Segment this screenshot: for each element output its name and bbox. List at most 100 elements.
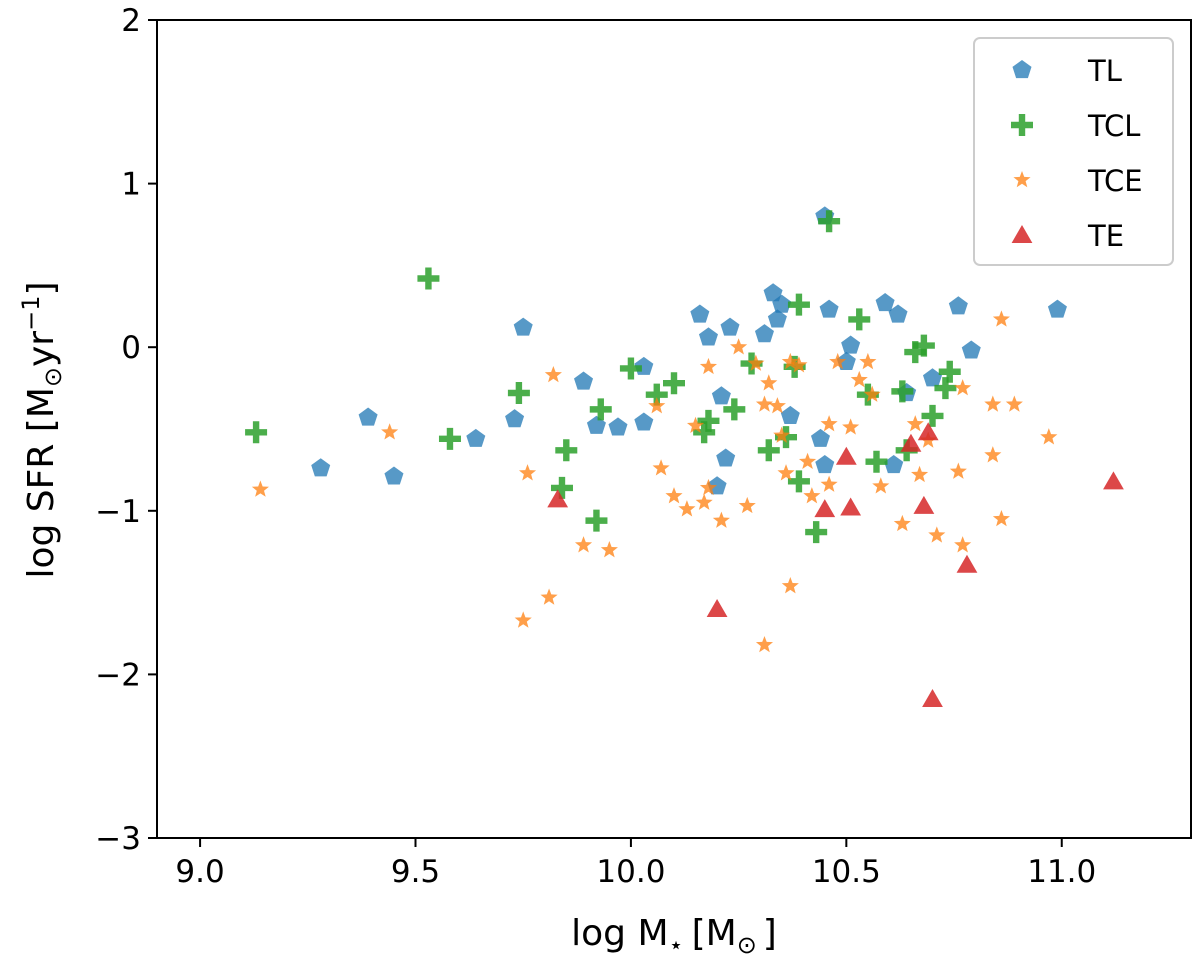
plot-marks	[245, 206, 1124, 707]
legend-marker-tcl	[1010, 114, 1033, 136]
y-tick-label: −1	[95, 494, 141, 530]
data-point-tcl	[697, 409, 720, 432]
data-point-tl	[841, 335, 861, 354]
data-point-te	[922, 688, 943, 707]
data-point-tce	[820, 475, 838, 492]
data-point-tcl	[550, 476, 573, 499]
data-point-tce	[954, 536, 972, 553]
data-point-tl	[875, 293, 895, 312]
data-point-tl	[1047, 299, 1067, 318]
data-point-tcl	[934, 377, 957, 400]
legend-label-tce: TCE	[1087, 164, 1143, 198]
x-tick-label: 9.5	[391, 854, 440, 890]
x-tick-label: 10.5	[812, 854, 881, 890]
data-point-tcl	[921, 404, 944, 427]
legend-marker-tl	[1012, 60, 1032, 79]
data-point-tce	[773, 426, 791, 443]
data-point-tcl	[663, 372, 685, 395]
data-point-tce	[954, 379, 972, 396]
series-tce	[251, 310, 1058, 653]
data-point-tcl	[805, 521, 828, 544]
data-point-tl	[961, 340, 981, 359]
data-point-tce	[992, 509, 1010, 527]
data-point-tl	[888, 304, 908, 323]
data-point-tce	[699, 357, 718, 375]
data-point-tcl	[417, 267, 440, 290]
y-axis-label-prefix: log SFR [M	[21, 387, 62, 578]
data-point-tce	[755, 635, 774, 653]
data-point-tcl	[619, 357, 642, 380]
data-point-tce	[1005, 395, 1023, 412]
y-tick-label: 1	[121, 167, 141, 203]
data-point-tcl	[818, 210, 841, 233]
data-point-tcl	[848, 308, 871, 331]
data-point-tcl	[912, 334, 935, 357]
x-axis-label-unit-close: ]	[763, 913, 777, 954]
data-point-tcl	[787, 293, 810, 316]
x-tick-label: 9.0	[175, 854, 224, 890]
data-point-tce	[755, 395, 774, 412]
data-point-tce	[872, 477, 890, 494]
data-point-tcl	[589, 398, 612, 421]
data-point-tce	[251, 480, 269, 497]
data-point-te	[814, 499, 836, 518]
data-point-tce	[992, 310, 1010, 327]
data-point-tl	[780, 405, 800, 424]
data-point-tcl	[904, 341, 927, 364]
data-point-tl	[634, 412, 654, 431]
data-point-tl	[707, 476, 727, 495]
data-point-tce	[911, 465, 929, 483]
data-point-tl	[466, 428, 486, 447]
data-point-tcl	[723, 398, 746, 421]
data-point-tce	[678, 500, 696, 517]
series-tl	[311, 206, 1067, 495]
data-point-tce	[600, 541, 618, 558]
data-point-tce	[859, 352, 877, 370]
x-tick-label: 11.0	[1027, 854, 1096, 890]
data-point-tce	[893, 514, 911, 532]
data-point-tce	[730, 338, 748, 355]
legend: TL TCL TCE TE	[973, 37, 1174, 266]
data-point-tce	[906, 415, 924, 432]
data-point-tce	[514, 611, 532, 628]
data-point-tce	[803, 487, 821, 504]
data-point-tce	[540, 588, 558, 605]
y-axis-label-sup: −1	[17, 295, 45, 330]
data-point-tl	[311, 458, 331, 477]
data-point-tl	[815, 454, 835, 474]
data-point-tl	[608, 417, 628, 436]
data-point-tce	[712, 511, 730, 528]
data-point-tcl	[507, 382, 530, 405]
x-axis-label-sub: ⋆	[669, 931, 684, 959]
y-tick-label: 0	[121, 330, 141, 366]
data-point-tce	[949, 462, 967, 479]
data-point-tce	[381, 423, 399, 440]
data-point-tl	[574, 371, 594, 390]
legend-item-te: TE	[1011, 219, 1124, 253]
y-axis-label-mid: yr	[21, 331, 62, 367]
y-tick-label: 2	[121, 3, 141, 39]
y-axis: −3 −2 −1 0 1 2	[95, 3, 157, 857]
data-point-te	[706, 598, 728, 617]
x-axis: 9.0 9.5 10.0 10.5 11.0	[175, 838, 1096, 890]
data-point-tce	[686, 416, 705, 434]
data-point-tcl	[645, 383, 668, 406]
data-point-tl	[948, 296, 968, 315]
data-point-tl	[698, 327, 718, 346]
data-point-tl	[711, 386, 731, 405]
y-axis-label: log SFR [M⊙yr−1]	[17, 281, 67, 578]
data-point-tce	[544, 366, 562, 383]
data-point-tce	[695, 493, 713, 510]
data-point-te	[1103, 471, 1124, 490]
legend-box	[973, 37, 1174, 266]
data-point-tce	[790, 356, 808, 373]
data-point-tce	[928, 526, 946, 543]
x-axis-label-unit-open: [M	[692, 913, 737, 954]
data-point-te	[840, 497, 862, 516]
data-point-tce	[518, 464, 537, 481]
data-point-tce	[863, 385, 881, 402]
data-point-tl	[819, 299, 839, 318]
data-point-tl	[772, 294, 792, 313]
legend-label-tcl: TCL	[1087, 109, 1140, 143]
